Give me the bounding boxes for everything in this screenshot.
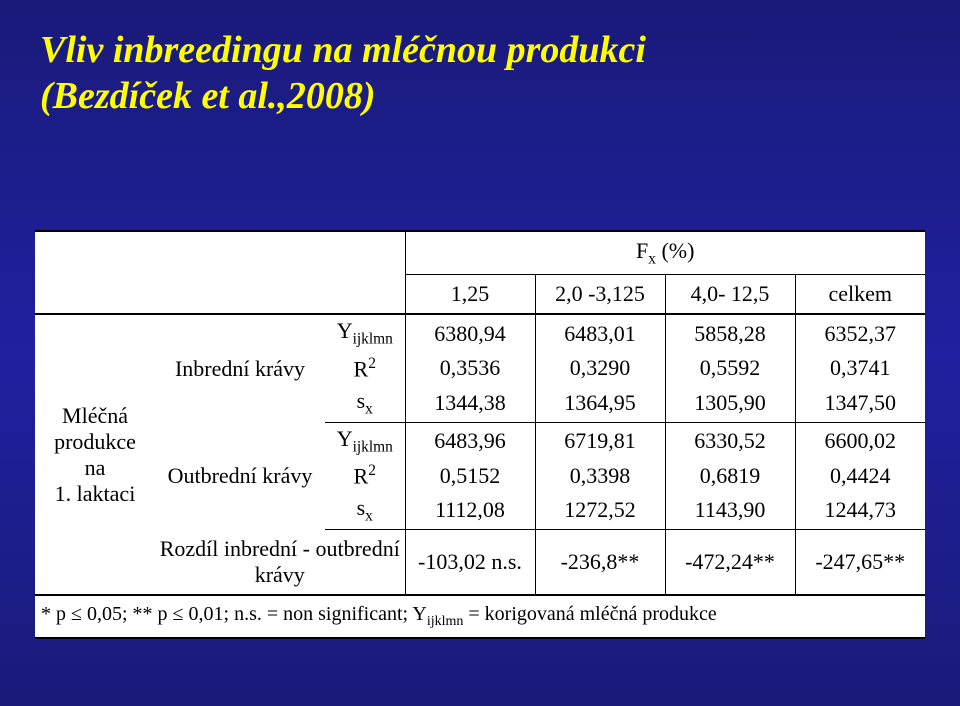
column-headers: 1,25 2,0 -3,125 4,0- 12,5 celkem: [35, 275, 925, 315]
v-r1c3: 5858,28: [665, 314, 795, 351]
stat-s-2: sx: [325, 492, 405, 529]
fx-letter: F: [636, 238, 648, 263]
fx-header: Fx (%): [405, 231, 925, 275]
v-r2c1: 0,3536: [405, 352, 535, 385]
col-blank: [35, 275, 405, 315]
header-row-fx: Fx (%): [35, 231, 925, 275]
v-r4c2: 6719,81: [535, 422, 665, 459]
stat-s-1: sx: [325, 385, 405, 422]
v-r2c2: 0,3290: [535, 352, 665, 385]
row-outbred-Y: Outbrední krávy Yijklmn 6483,96 6719,81 …: [35, 422, 925, 459]
footnote-cell: * p ≤ 0,05; ** p ≤ 0,01; n.s. = non sign…: [35, 595, 925, 638]
v-r7c1: -103,02 n.s.: [405, 529, 535, 595]
stat-R-1: R2: [325, 352, 405, 385]
col-4: celkem: [795, 275, 925, 315]
v-r3c2: 1364,95: [535, 385, 665, 422]
stat-R-2: R2: [325, 459, 405, 492]
data-table: Fx (%) 1,25 2,0 -3,125 4,0- 12,5 celkem …: [35, 230, 925, 639]
v-r6c3: 1143,90: [665, 492, 795, 529]
rozdil-l1: Rozdíl inbrední - outbrední: [160, 536, 400, 561]
mid-outbred: Outbrední krávy: [155, 422, 325, 529]
row-label-big: Mléčná produkce na 1. laktaci: [35, 314, 155, 594]
header-blank: [35, 231, 405, 275]
title-line-2: (Bezdíček et al.,2008): [40, 75, 376, 117]
v-r7c2: -236,8**: [535, 529, 665, 595]
v-r5c3: 0,6819: [665, 459, 795, 492]
v-r3c3: 1305,90: [665, 385, 795, 422]
v-r6c4: 1244,73: [795, 492, 925, 529]
v-r7c4: -247,65**: [795, 529, 925, 595]
v-r6c2: 1272,52: [535, 492, 665, 529]
footnote-sub: ijklmn: [427, 614, 464, 629]
v-r2c4: 0,3741: [795, 352, 925, 385]
stat-Y-2: Yijklmn: [325, 422, 405, 459]
big-l2: produkce na: [54, 429, 136, 480]
v-r5c4: 0,4424: [795, 459, 925, 492]
row-diff: Rozdíl inbrední - outbrední krávy -103,0…: [35, 529, 925, 595]
fx-sub: x: [648, 250, 656, 267]
row-inbred-Y: Mléčná produkce na 1. laktaci Inbrední k…: [35, 314, 925, 351]
v-r3c4: 1347,50: [795, 385, 925, 422]
title-line-1: Vliv inbreedingu na mléčnou produkci: [40, 29, 646, 71]
v-r4c3: 6330,52: [665, 422, 795, 459]
big-l1: Mléčná: [62, 403, 128, 428]
rozdil-l2: krávy: [255, 562, 305, 587]
slide-title: Vliv inbreedingu na mléčnou produkci (Be…: [0, 0, 960, 119]
col-2: 2,0 -3,125: [535, 275, 665, 315]
mid-inbred: Inbrední krávy: [155, 314, 325, 422]
v-r7c3: -472,24**: [665, 529, 795, 595]
fx-pct: (%): [656, 238, 694, 263]
v-r1c1: 6380,94: [405, 314, 535, 351]
big-l3: 1. laktaci: [55, 481, 136, 506]
v-r2c3: 0,5592: [665, 352, 795, 385]
data-table-container: Fx (%) 1,25 2,0 -3,125 4,0- 12,5 celkem …: [35, 230, 925, 639]
footnote-text: * p ≤ 0,05; ** p ≤ 0,01; n.s. = non sign…: [41, 603, 427, 625]
diff-label: Rozdíl inbrední - outbrední krávy: [155, 529, 405, 595]
v-r4c1: 6483,96: [405, 422, 535, 459]
v-r5c1: 0,5152: [405, 459, 535, 492]
footnote-row: * p ≤ 0,05; ** p ≤ 0,01; n.s. = non sign…: [35, 595, 925, 638]
stat-Y-1: Yijklmn: [325, 314, 405, 351]
v-r1c4: 6352,37: [795, 314, 925, 351]
v-r6c1: 1112,08: [405, 492, 535, 529]
v-r4c4: 6600,02: [795, 422, 925, 459]
col-3: 4,0- 12,5: [665, 275, 795, 315]
footnote-tail: = korigovaná mléčná produkce: [463, 603, 716, 625]
v-r1c2: 6483,01: [535, 314, 665, 351]
col-1: 1,25: [405, 275, 535, 315]
v-r5c2: 0,3398: [535, 459, 665, 492]
v-r3c1: 1344,38: [405, 385, 535, 422]
